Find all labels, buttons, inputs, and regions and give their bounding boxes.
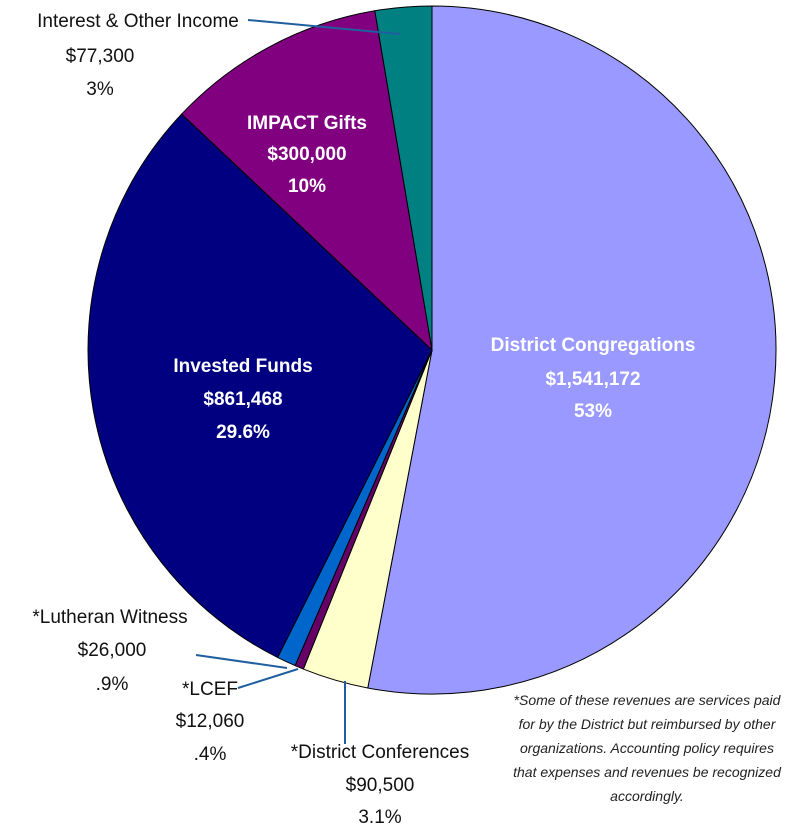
pie-slice bbox=[87, 113, 433, 659]
footnote: *Some of these revenues are services pai… bbox=[513, 692, 781, 804]
slice-percent-label: 3% bbox=[86, 79, 114, 100]
slice-label: *LCEF bbox=[182, 679, 238, 700]
pie-slice bbox=[367, 5, 777, 695]
slice-percent-label: .9% bbox=[96, 674, 129, 695]
slice-label: *District Conferences bbox=[291, 742, 469, 763]
slice-value-label: $90,500 bbox=[346, 775, 415, 796]
leader-lines bbox=[195, 19, 401, 744]
slice-value-label: $77,300 bbox=[66, 46, 135, 67]
slice-percent-label: 53% bbox=[574, 401, 612, 422]
slice-value-label: $300,000 bbox=[267, 144, 346, 165]
pie bbox=[87, 5, 777, 695]
slice-label: District Congregations bbox=[491, 335, 696, 356]
slice-label: *Lutheran Witness bbox=[32, 607, 187, 628]
slice-label: Interest & Other Income bbox=[37, 11, 239, 32]
slice-percent-label: .4% bbox=[194, 744, 227, 765]
slice-label: IMPACT Gifts bbox=[247, 113, 367, 134]
pie-slice bbox=[374, 5, 433, 351]
slice-value-label: $1,541,172 bbox=[545, 369, 640, 390]
leader-line bbox=[195, 654, 288, 669]
slice-percent-label: 10% bbox=[288, 176, 326, 197]
slice-percent-label: 3.1% bbox=[358, 807, 401, 828]
slice-percent-label: 29.6% bbox=[216, 422, 270, 443]
leader-line bbox=[237, 668, 299, 689]
leader-line bbox=[247, 19, 401, 35]
slice-value-label: $861,468 bbox=[203, 389, 282, 410]
pie-slice bbox=[180, 10, 433, 352]
slice-label: Invested Funds bbox=[173, 356, 312, 377]
slice-value-label: $12,060 bbox=[176, 711, 245, 732]
slice-value-label: $26,000 bbox=[78, 640, 147, 661]
